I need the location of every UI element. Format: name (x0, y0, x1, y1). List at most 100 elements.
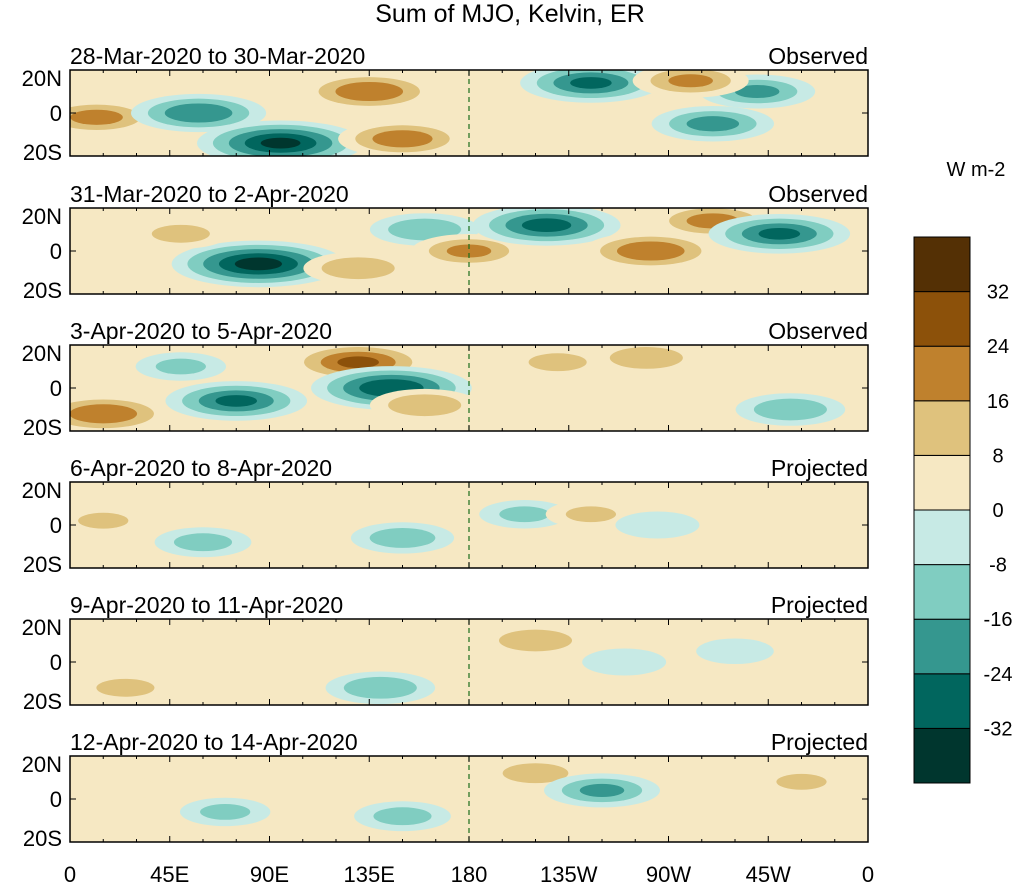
contour-level (502, 763, 569, 784)
contour-level (446, 244, 492, 258)
panel-date-range: 6-Apr-2020 to 8-Apr-2020 (70, 455, 332, 481)
contour-level (388, 218, 462, 241)
anomaly-blob-1 (77, 672, 174, 703)
colorbar-swatch (913, 454, 971, 511)
anomaly-blob-5 (544, 773, 660, 808)
anomaly-blob-7 (770, 648, 855, 676)
chart-title: Sum of MJO, Kelvin, ER (375, 0, 645, 28)
colorbar-tick-label: -16 (984, 609, 1013, 631)
anomaly-blob-2 (154, 527, 252, 558)
panel-5: 20N 0 20S 9-Apr-2020 to 11-Apr-2020 Projecte… (22, 592, 869, 714)
contour-level (498, 629, 573, 652)
anomaly-blob-3 (197, 120, 365, 156)
anomaly-blob-7 (615, 511, 700, 539)
anomaly-blob-6 (509, 347, 607, 378)
contour-level (582, 648, 667, 676)
lat-tick-label: 20N (22, 478, 62, 503)
contour-level (96, 678, 155, 697)
colorbar-tick-label: 8 (992, 445, 1003, 467)
contour-level (155, 358, 206, 375)
anomaly-blob-9 (135, 352, 227, 381)
lat-tick-label: 0 (50, 376, 62, 401)
contour-level (373, 807, 432, 826)
lat-tick-label: 20S (23, 140, 62, 165)
lon-tick-label: 90W (646, 862, 691, 887)
colorbar-tick-label: 16 (987, 391, 1009, 413)
colorbar-swatch (913, 673, 971, 729)
contour-level (521, 218, 572, 233)
anomaly-field (70, 756, 868, 842)
contour-level (215, 395, 258, 407)
colorbar-swatch (913, 291, 971, 347)
contour-level (200, 804, 251, 820)
colorbar-tick-label: 0 (992, 500, 1003, 522)
colorbar-swatch (913, 727, 971, 784)
colorbar-tick-label: -32 (984, 718, 1013, 740)
panel-status: Observed (768, 318, 868, 344)
lat-tick-label: 0 (50, 513, 62, 538)
anomaly-blob-8 (735, 393, 846, 426)
anomaly-blob-3 (354, 801, 451, 832)
contour-level (758, 227, 801, 240)
panel-date-range: 28-Mar-2020 to 30-Mar-2020 (70, 43, 365, 69)
panel-status: Projected (771, 729, 868, 755)
colorbar-units: W m-2 (947, 159, 1006, 181)
panel-6: 20N 0 20S 12-Apr-2020 to 14-Apr-2020 Project… (22, 729, 869, 851)
lat-tick-label: 20S (23, 415, 62, 440)
contour-level (565, 506, 617, 523)
contour-level (369, 527, 436, 548)
lon-tick-label: 45E (150, 862, 189, 887)
anomaly-blob-6 (583, 231, 719, 271)
lat-tick-label: 20S (23, 552, 62, 577)
lat-tick-label: 20S (23, 278, 62, 303)
anomaly-blob-5 (472, 208, 621, 246)
contour-level (615, 511, 700, 539)
panel-4: 20N 0 20S 6-Apr-2020 to 8-Apr-2020 Projected (22, 455, 869, 577)
lat-tick-label: 0 (50, 787, 62, 812)
colorbar-swatch (913, 236, 971, 293)
contour-level (696, 638, 774, 665)
lat-tick-label: 20N (22, 204, 62, 229)
anomaly-blob-4 (301, 72, 437, 111)
colorbar-tick-label: 24 (987, 336, 1009, 358)
anomaly-blob-6 (460, 88, 545, 116)
contour-level (776, 773, 827, 790)
contour-level (70, 404, 138, 424)
lat-tick-label: 0 (50, 239, 62, 264)
anomaly-field (70, 70, 868, 156)
panel-date-range: 31-Mar-2020 to 2-Apr-2020 (70, 181, 349, 207)
contour-level (151, 224, 210, 243)
anomaly-blob-7 (520, 70, 662, 103)
lon-tick-label: 0 (862, 862, 874, 887)
contour-level (770, 648, 855, 676)
contour-level (753, 398, 827, 421)
contour-level (609, 347, 683, 369)
anomaly-blob-7 (591, 345, 702, 375)
anomaly-blob-4 (350, 522, 455, 554)
lon-tick-label: 90E (250, 862, 289, 887)
colorbar-swatch (913, 509, 971, 566)
lon-tick-label: 180 (451, 862, 488, 887)
contour-level (734, 84, 780, 99)
contour-level (570, 77, 612, 89)
panel-2: 20N 0 20S 31-Mar-2020 to 2-Apr-2020 Observed (22, 181, 869, 303)
anomaly-blob-10 (632, 70, 749, 98)
panel-1: 20N 0 20S 28-Mar-2020 to 30-Mar-2020 Observe… (22, 43, 869, 165)
anomaly-blob-9 (132, 218, 230, 249)
colorbar: W m-2 -32 -24 -16 -8 0 8 16 24 32 (913, 159, 1013, 784)
anomaly-blob-8 (708, 214, 851, 254)
anomaly-blob-2 (238, 652, 323, 680)
contour-level (173, 533, 233, 552)
contour-level (72, 774, 157, 802)
contour-level (271, 524, 356, 552)
x-axis: 0 45E 90E 135E 180 135W 90W 45W 0 (64, 862, 874, 887)
panel-group: 20N 0 20S 28-Mar-2020 to 30-Mar-2020 Observe… (22, 43, 869, 851)
anomaly-blob-2 (179, 797, 271, 827)
contour-level (70, 109, 123, 125)
colorbar-swatch (913, 400, 971, 456)
anomaly-blob-8 (651, 106, 775, 142)
panel-date-range: 12-Apr-2020 to 14-Apr-2020 (70, 729, 358, 755)
contour-level (388, 394, 462, 417)
panel-date-range: 9-Apr-2020 to 11-Apr-2020 (70, 592, 343, 618)
